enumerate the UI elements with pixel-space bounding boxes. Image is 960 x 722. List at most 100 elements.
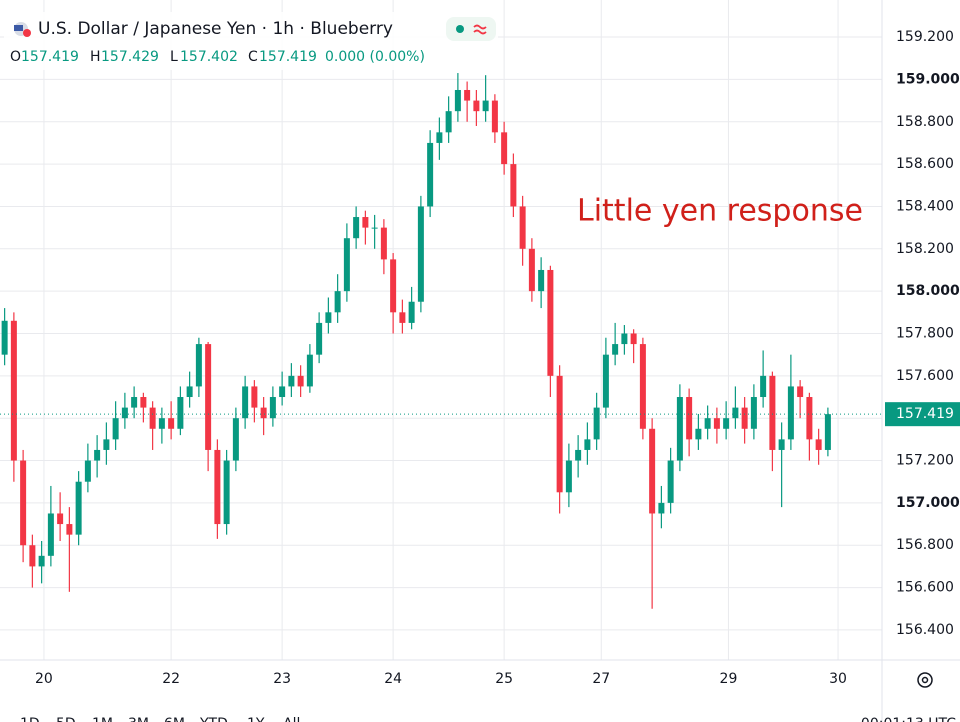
candle-body — [482, 100, 489, 112]
x-tick-label: 27 — [592, 671, 610, 687]
candle-body — [686, 397, 693, 440]
candle-body — [353, 217, 360, 239]
y-tick-label: 157.000 — [896, 495, 960, 511]
range-button[interactable]: 1M — [92, 716, 113, 722]
x-tick-label: 23 — [273, 671, 291, 687]
candle-body — [316, 322, 323, 355]
candle-body — [676, 397, 683, 461]
status-badge[interactable] — [446, 17, 496, 41]
candle-body — [131, 397, 138, 408]
candle-body — [343, 238, 350, 292]
candle-body — [140, 397, 147, 408]
candle-body — [630, 333, 637, 345]
range-button[interactable]: 5D — [56, 716, 76, 722]
candle-body — [565, 460, 572, 493]
candle-body — [112, 418, 119, 440]
candle-body — [186, 386, 193, 398]
range-button[interactable]: 3M — [128, 716, 149, 722]
ohlc-value: 157.429 — [101, 49, 159, 65]
candle-body — [741, 407, 748, 429]
candle-body — [760, 375, 767, 398]
last-price-box — [885, 402, 960, 427]
candle-body — [214, 449, 221, 525]
candle-body — [732, 407, 739, 419]
range-button[interactable]: 1D — [20, 716, 40, 722]
y-tick-label: 156.600 — [896, 580, 954, 596]
candle-body — [528, 248, 535, 292]
bottom-toolbar: 1D 5D 1M 3M 6M YTD 1Y All 00:01:13 UTC — [20, 716, 956, 722]
axes: 156.400 156.600 156.800 157.000 157.200 157.4… — [35, 29, 960, 687]
candle-body — [473, 100, 480, 112]
candle-body — [399, 312, 406, 323]
candle-body — [334, 291, 341, 313]
candle-body — [94, 449, 101, 461]
flag-canton — [14, 25, 23, 31]
settings-icon[interactable] — [917, 672, 933, 688]
ohlc-legend: O 157.419 H 157.429 L 157.402 C 157.419 0.000 (0… — [10, 49, 425, 65]
candle-body — [612, 344, 619, 355]
candle-body — [806, 397, 813, 440]
x-tick-label: 25 — [495, 671, 513, 687]
x-tick-label: 20 — [35, 671, 53, 687]
status-dot — [456, 25, 464, 33]
x-tick-label: 30 — [829, 671, 847, 687]
candle-body — [491, 100, 498, 133]
candle-body — [556, 375, 563, 493]
settings-ring — [917, 672, 933, 688]
range-button[interactable]: YTD — [199, 716, 228, 722]
y-tick-label: 158.800 — [896, 114, 954, 130]
status-wave — [473, 24, 487, 35]
candle-body — [325, 312, 332, 323]
x-tick-label: 24 — [384, 671, 402, 687]
ohlc-label: C — [248, 49, 258, 65]
legend-background — [4, 12, 498, 70]
candle-body — [427, 142, 434, 207]
candle-body — [390, 259, 397, 313]
candle-body — [408, 301, 415, 323]
y-tick-label: 158.200 — [896, 241, 954, 257]
chart-title: U.S. Dollar / Japanese Yen · 1h · Bluebe… — [38, 19, 393, 39]
candle-body — [519, 206, 526, 249]
candle-body — [667, 460, 674, 503]
y-tick-label: 159.200 — [896, 29, 954, 45]
candle-body — [445, 111, 452, 133]
candle-body — [547, 269, 554, 376]
candle-body — [47, 513, 54, 556]
x-tick-label: 22 — [162, 671, 180, 687]
candle-body — [279, 386, 286, 398]
candle-body — [787, 386, 794, 440]
candle-body — [75, 481, 82, 535]
candle-body — [575, 449, 582, 461]
candle-body — [815, 439, 822, 450]
candle-body — [242, 386, 249, 419]
candle-body — [436, 132, 443, 143]
annotation: Little yen response — [577, 194, 863, 229]
y-tick-label: 159.000 — [896, 71, 960, 87]
flag-sun — [23, 29, 31, 37]
candle-body — [260, 407, 267, 419]
flag-icon — [14, 22, 31, 37]
candle-body — [38, 555, 45, 567]
candle-body — [168, 418, 175, 429]
range-button[interactable]: 1Y — [247, 716, 265, 722]
candle-body — [29, 545, 36, 567]
candle-body — [306, 354, 313, 387]
candle-body — [510, 164, 517, 207]
candle-body — [371, 227, 378, 229]
range-button[interactable]: All — [283, 716, 300, 722]
y-tick-label: 158.000 — [896, 283, 960, 299]
candle-body — [251, 386, 258, 408]
candle-body — [417, 206, 424, 302]
y-tick-label: 156.800 — [896, 537, 954, 553]
candle-body — [464, 89, 471, 101]
settings-hub — [921, 676, 929, 684]
candle-body — [288, 375, 295, 387]
ohlc-label: L — [170, 49, 178, 65]
range-button[interactable]: 6M — [164, 716, 185, 722]
ohlc-value: 157.402 — [180, 49, 238, 65]
candles — [0, 73, 882, 609]
candle-body — [158, 418, 165, 429]
candle-body — [797, 386, 804, 398]
candle-body — [121, 407, 128, 419]
